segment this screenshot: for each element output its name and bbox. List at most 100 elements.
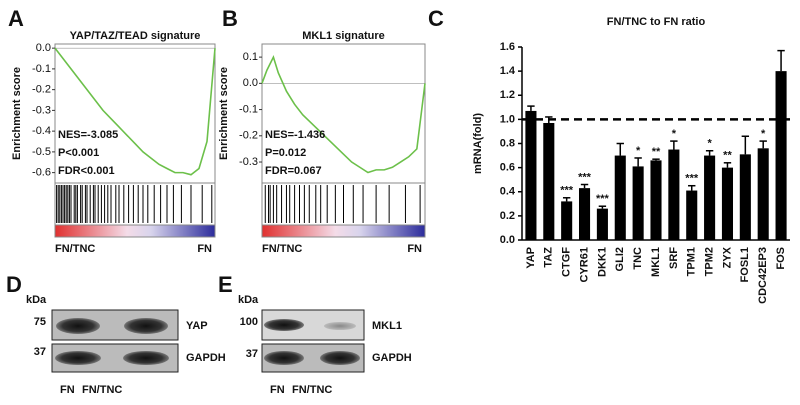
band	[264, 351, 304, 365]
protein-label: YAP	[186, 320, 208, 332]
annotation: NES=-3.085	[58, 129, 118, 141]
x-tick-label: DKK1	[596, 247, 608, 277]
x-tick-label: YAP	[525, 247, 537, 269]
x-tick-label: TPM2	[704, 247, 716, 276]
x-tick-label: FOSL1	[739, 247, 751, 282]
protein-label: MKL1	[372, 320, 402, 332]
x-tick-label: ZYX	[721, 246, 733, 268]
y-tick-label: 0.0	[243, 77, 258, 89]
rank-gradient	[261, 224, 426, 238]
protein-label: GAPDH	[186, 352, 226, 364]
band	[264, 319, 304, 331]
y-tick-label: -0.5	[32, 146, 51, 158]
y-tick-label: 0.4	[500, 186, 516, 198]
y-tick-label: 1.2	[500, 89, 515, 101]
y-axis-label: Enrichment score	[11, 67, 23, 160]
x-tick-label: GLI2	[614, 247, 626, 271]
x-tick-label: CYR61	[578, 247, 590, 282]
significance: ***	[685, 173, 699, 185]
significance: **	[723, 150, 732, 162]
panel-letter: B	[222, 6, 238, 31]
significance: *	[707, 138, 712, 150]
band	[123, 351, 169, 365]
y-tick-label: -0.2	[239, 130, 258, 142]
y-tick-label: -0.2	[32, 84, 51, 96]
lane-label: FN	[60, 384, 75, 396]
bar	[632, 166, 644, 240]
enrichment-curve	[261, 54, 426, 174]
significance: *	[672, 128, 677, 140]
significance: ***	[596, 193, 610, 205]
lane-label: FN	[270, 384, 285, 396]
rank-gradient	[54, 224, 216, 238]
bar	[739, 154, 751, 240]
band	[56, 318, 100, 334]
y-tick-label: -0.1	[32, 63, 51, 75]
y-tick-label: -0.3	[239, 156, 258, 168]
bar	[668, 149, 680, 240]
panel-letter: E	[218, 272, 233, 297]
bar	[686, 190, 698, 240]
end-label: FN	[197, 243, 212, 255]
y-tick-label: -0.3	[32, 104, 51, 116]
marker: 100	[240, 316, 258, 328]
annotation: P<0.001	[58, 147, 99, 159]
y-tick-label: 1.6	[500, 41, 515, 53]
band	[124, 318, 168, 334]
band	[324, 322, 356, 330]
panel-letter: A	[8, 6, 24, 31]
bar	[721, 167, 734, 240]
y-tick-label: 0.8	[500, 137, 515, 149]
annotation: P=0.012	[265, 147, 306, 159]
significance: ***	[578, 171, 592, 183]
x-tick-label: TNC	[632, 247, 644, 270]
x-tick-label: TPM1	[686, 247, 698, 276]
y-tick-label: 1.0	[500, 113, 515, 125]
enrichment-curve	[54, 47, 216, 176]
y-tick-label: -0.6	[32, 167, 51, 179]
x-tick-label: CTGF	[561, 247, 573, 277]
x-tick-label: FOS	[775, 247, 787, 270]
y-tick-label: -0.1	[239, 103, 258, 115]
bar	[525, 110, 537, 241]
y-tick-label: 0.0	[36, 42, 51, 54]
chart-title: YAP/TAZ/TEAD signature	[70, 30, 201, 42]
chart-title: FN/TNC to FN ratio	[607, 16, 706, 28]
x-tick-label: SRF	[668, 247, 680, 269]
chart-title: MKL1 signature	[302, 30, 385, 42]
significance: **	[652, 146, 661, 158]
bar	[543, 122, 555, 240]
panel-letter: D	[6, 272, 22, 297]
plot-frame	[54, 43, 216, 184]
bar	[614, 155, 626, 240]
band	[320, 351, 360, 365]
x-tick-label: CDC42EP3	[757, 247, 769, 304]
y-tick-label: 0.1	[243, 51, 258, 63]
panel-letter: C	[428, 6, 444, 31]
bar	[757, 148, 769, 240]
marker: 37	[34, 346, 46, 358]
y-axis-label: Enrichment score	[218, 67, 230, 160]
y-tick-label: 0.2	[500, 210, 515, 222]
y-tick-label: 0.0	[500, 234, 515, 246]
annotation: FDR<0.001	[58, 165, 115, 177]
bar	[578, 188, 591, 240]
annotation: NES=-1.436	[265, 129, 325, 141]
bar	[704, 155, 716, 240]
significance: *	[761, 128, 766, 140]
significance: *	[636, 145, 641, 157]
end-label: FN	[407, 243, 422, 255]
marker: 37	[246, 348, 258, 360]
unit: kDa	[238, 294, 259, 306]
lane-label: FN/TNC	[82, 384, 122, 396]
end-label: FN/TNC	[262, 243, 302, 255]
lane-label: FN/TNC	[292, 384, 332, 396]
end-label: FN/TNC	[55, 243, 95, 255]
protein-label: GAPDH	[372, 352, 412, 364]
bar	[596, 208, 608, 240]
significance: ***	[560, 185, 574, 197]
bar	[775, 71, 787, 240]
annotation: FDR=0.067	[265, 165, 322, 177]
y-tick-label: 0.6	[500, 162, 515, 174]
